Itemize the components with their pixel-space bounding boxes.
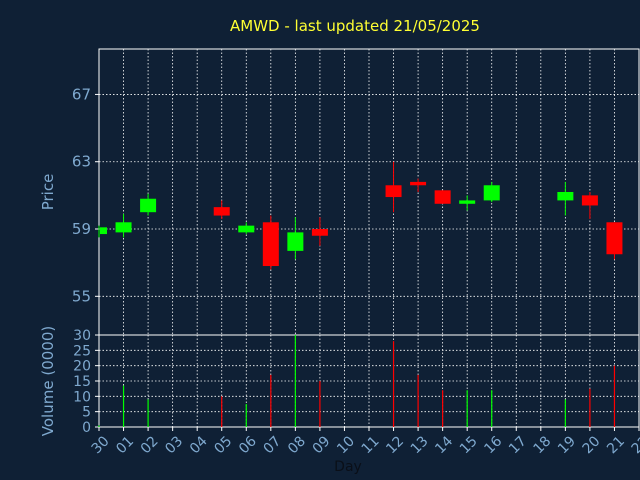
candle-06 bbox=[238, 222, 255, 235]
volume-bars bbox=[98, 335, 616, 427]
volume-tick-label: 10 bbox=[73, 389, 91, 405]
candle-01 bbox=[115, 213, 132, 238]
price-axis-label: Price bbox=[39, 174, 57, 211]
candle-body bbox=[140, 198, 157, 213]
candle-05 bbox=[213, 200, 230, 219]
x-axis-label: Day bbox=[334, 459, 362, 475]
candle-body bbox=[385, 185, 402, 198]
candle-07 bbox=[262, 215, 279, 270]
candle-19 bbox=[557, 181, 574, 216]
volume-axis-label: Volume (0000) bbox=[39, 326, 57, 436]
volume-tick-label: 0 bbox=[82, 420, 91, 436]
candles bbox=[98, 161, 623, 270]
candle-body bbox=[581, 195, 598, 206]
candle-body bbox=[483, 185, 500, 201]
candle-body bbox=[606, 222, 623, 255]
price-tick-label: 55 bbox=[72, 287, 91, 305]
volume-tick-label: 25 bbox=[73, 343, 91, 359]
candle-body bbox=[115, 222, 132, 233]
price-tick-label: 59 bbox=[72, 220, 91, 238]
candle-30 bbox=[98, 225, 107, 238]
candle-body bbox=[459, 200, 476, 204]
chart-title: AMWD - last updated 21/05/2025 bbox=[230, 17, 480, 35]
price-tick-label: 67 bbox=[72, 85, 91, 103]
candle-body bbox=[410, 181, 427, 186]
candle-body bbox=[262, 222, 279, 267]
candle-20 bbox=[581, 192, 598, 219]
candle-body bbox=[213, 207, 230, 216]
candle-09 bbox=[311, 217, 328, 246]
volume-tick-label: 30 bbox=[73, 328, 91, 344]
candle-body bbox=[557, 192, 574, 201]
volume-tick-label: 5 bbox=[82, 405, 91, 421]
candle-21 bbox=[606, 222, 623, 260]
candle-body bbox=[238, 225, 255, 233]
volume-grid bbox=[99, 335, 639, 427]
candle-15 bbox=[459, 195, 476, 211]
volume-tick-label: 15 bbox=[73, 374, 91, 390]
candle-body bbox=[311, 229, 328, 236]
candle-12 bbox=[385, 161, 402, 213]
volume-tick-label: 20 bbox=[73, 359, 91, 375]
price-grid bbox=[99, 49, 639, 335]
candle-14 bbox=[434, 190, 451, 204]
candle-02 bbox=[140, 193, 157, 216]
candle-16 bbox=[483, 181, 500, 203]
x-tick-label: 22 bbox=[629, 433, 640, 457]
candle-body bbox=[100, 227, 107, 235]
price-y-axis: 55 59 63 67 bbox=[72, 85, 99, 305]
candle-body bbox=[287, 232, 304, 251]
candle-08 bbox=[287, 217, 304, 260]
candle-body bbox=[434, 190, 451, 204]
candle-13 bbox=[410, 178, 427, 192]
price-tick-label: 63 bbox=[72, 153, 91, 171]
